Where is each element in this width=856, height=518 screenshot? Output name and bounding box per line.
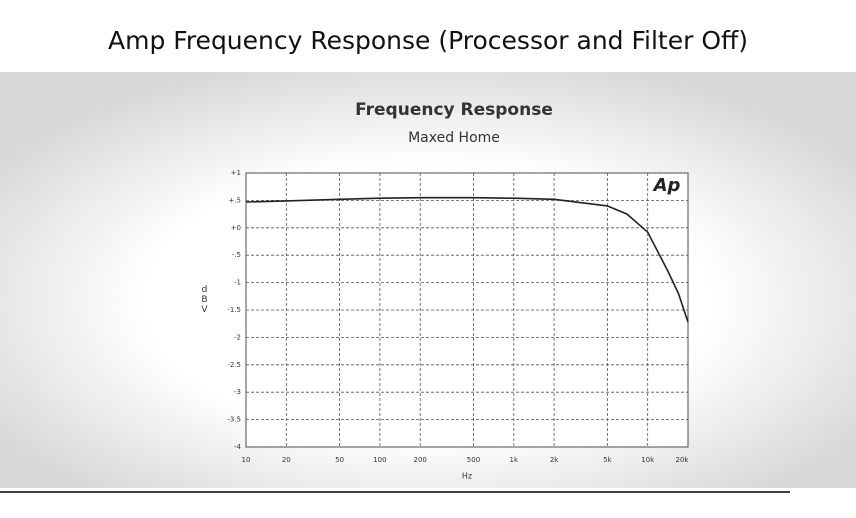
x-axis-label: Hz	[462, 472, 472, 481]
logo: Ap	[652, 175, 681, 196]
chart-subtitle: Maxed Home	[408, 130, 500, 146]
y-tick-label: -.5	[232, 251, 241, 259]
x-tick-label: 2k	[550, 456, 559, 464]
x-tick-label: 5k	[603, 456, 612, 464]
y-tick-label: -4	[234, 443, 242, 451]
x-tick-label: 500	[467, 456, 480, 464]
y-tick-label: -2	[234, 333, 241, 341]
x-tick-label: 200	[414, 456, 427, 464]
y-tick-label: +0	[231, 224, 241, 232]
x-tick-label: 100	[373, 456, 386, 464]
response-line	[245, 196, 689, 323]
chart-title: Frequency Response	[355, 100, 553, 120]
y-tick-label: +1	[231, 169, 241, 177]
x-tick-label: 50	[335, 456, 344, 464]
x-tick-label: 20k	[676, 456, 690, 464]
y-axis-label: dBV	[200, 285, 210, 315]
x-tick-label: 10k	[641, 456, 655, 464]
y-tick-label: -3	[234, 388, 241, 396]
y-tick-label: -1	[234, 279, 241, 287]
x-tick-label: 20	[282, 456, 291, 464]
x-tick-label: 1k	[510, 456, 519, 464]
y-tick-label: +.5	[228, 196, 241, 204]
y-tick-label: -2.5	[227, 361, 241, 369]
page-title: Amp Frequency Response (Processor and Fi…	[108, 26, 748, 55]
x-tick-label: 10	[242, 456, 251, 464]
y-tick-label: -1.5	[227, 306, 241, 314]
y-tick-label: -3.5	[227, 416, 241, 424]
